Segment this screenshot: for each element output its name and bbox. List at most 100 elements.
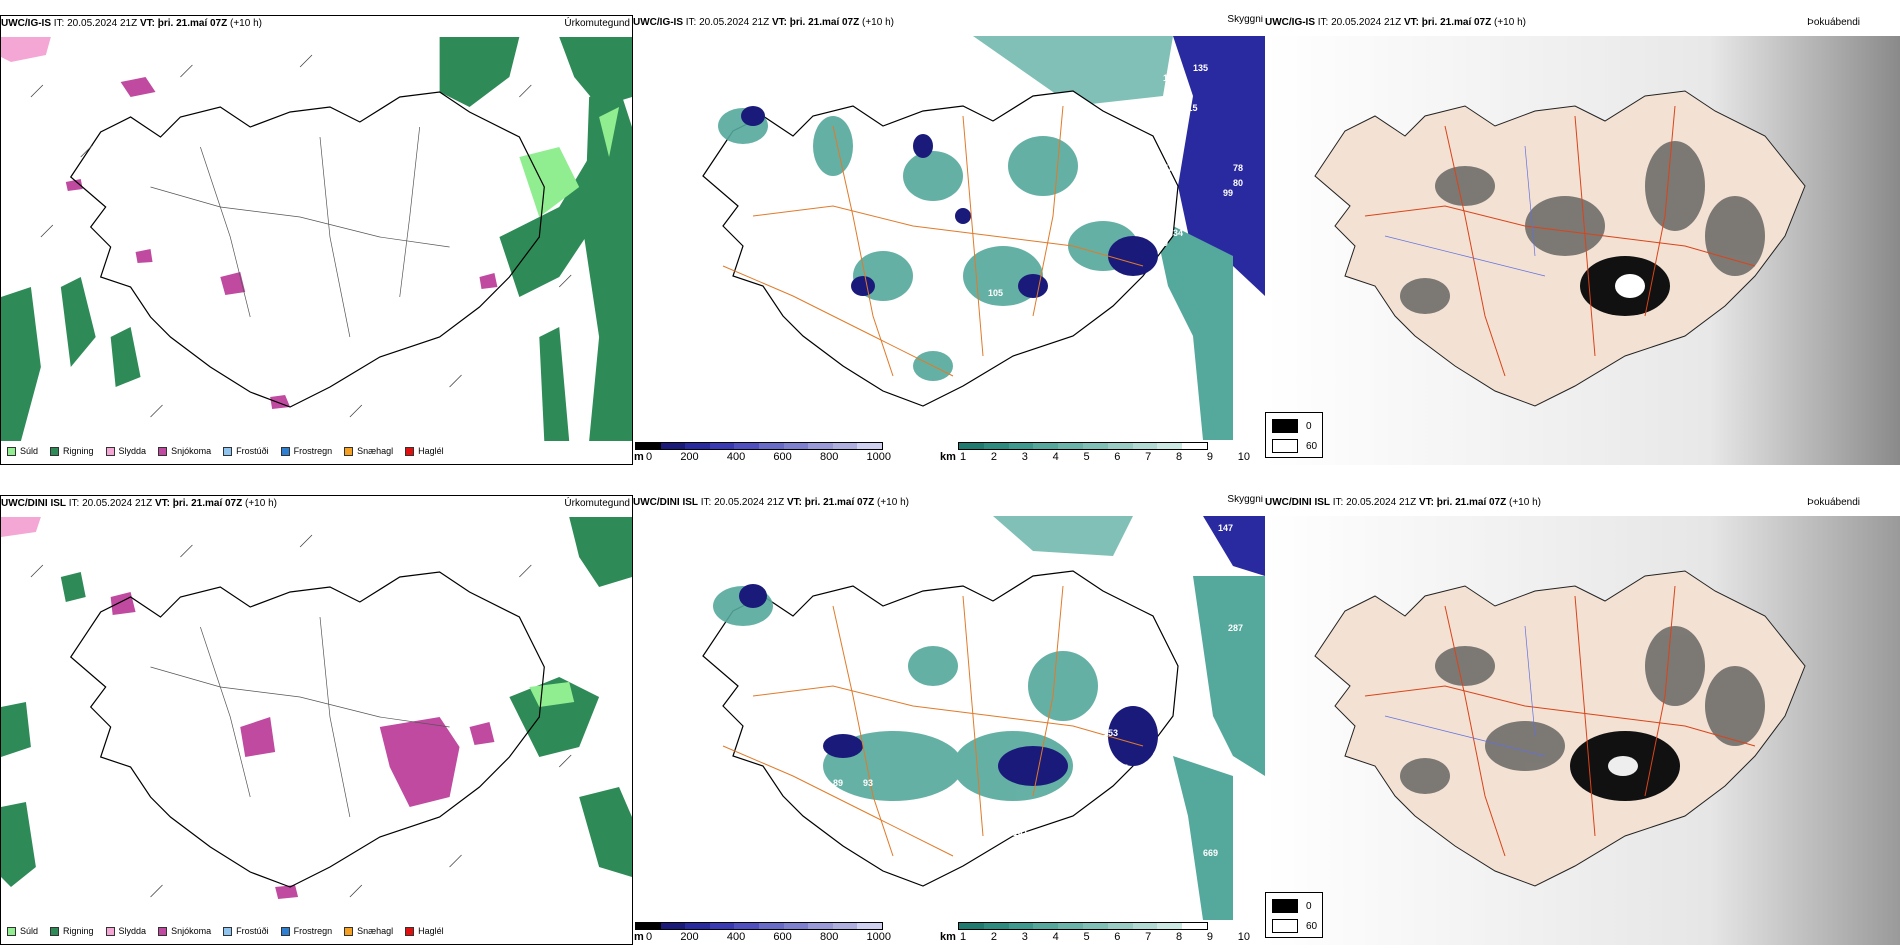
visibility-value-label: 139 (798, 708, 813, 718)
legend-swatch (223, 446, 233, 456)
ceiling-colorbar (635, 442, 883, 450)
visibility-value-label: 287 (1228, 623, 1243, 633)
precip-type-panel-1: UWC/IG-IS IT: 20.05.2024 21Z VT: þri. 21… (0, 15, 633, 465)
visibility-ticks: 1 2 3 4 5 6 7 8 9 10 (960, 451, 1250, 463)
visibility-value-label: 199 (933, 826, 948, 836)
vt-value: þri. 21.maí 07Z (1421, 17, 1492, 28)
it-value: 20.05.2024 21Z (1331, 17, 1402, 28)
it-value: 20.05.2024 21Z (714, 497, 785, 508)
tick: 9 (1206, 931, 1213, 943)
fog-index-panel-2: UWC/DINI ISL IT: 20.05.2024 21Z VT: þri.… (1265, 495, 1900, 945)
ceiling-unit: m (634, 451, 644, 463)
legend-swatch (405, 926, 415, 936)
panel-title: Úrkomutegund (564, 18, 630, 29)
tick: 800 (819, 451, 839, 463)
legend-item-rigning: Rigning (50, 446, 94, 456)
it-label: IT: (700, 497, 712, 508)
visibility-colorbar (958, 442, 1208, 450)
legend-item-sud: Súld (7, 446, 38, 456)
legend-label: Slydda (118, 446, 147, 456)
it-label: IT: (53, 18, 65, 29)
visibility-unit: km (940, 451, 956, 463)
legend-swatch (50, 446, 60, 456)
it-label: IT: (1317, 17, 1329, 28)
tick: 7 (1145, 451, 1152, 463)
visibility-value-label: 113 (933, 903, 948, 913)
tick: 3 (1021, 931, 1028, 943)
vt-value: þri. 21.maí 07Z (804, 497, 875, 508)
legend-item-frostudi: Frostúði (223, 926, 269, 936)
ceiling-ticks: 0 200 400 600 800 1000 (646, 451, 891, 463)
lead-time: (+10 h) (862, 17, 894, 28)
visibility-value-label: 126 (1013, 838, 1028, 848)
visibility-value-label: 147 (1218, 523, 1233, 533)
fog-key-high-label: 60 (1306, 920, 1318, 932)
legend-item-frostregn: Frostregn (280, 446, 332, 456)
vt-value: þri. 21.maí 07Z (157, 18, 228, 29)
visibility-value-label: 61 (1153, 223, 1163, 233)
lead-time: (+10 h) (230, 18, 262, 29)
legend-item-frostudi: Frostúði (223, 446, 269, 456)
tick: 1 (960, 451, 967, 463)
panel-title: Úrkomutegund (564, 498, 630, 509)
panel-header: UWC/IG-IS IT: 20.05.2024 21Z VT: þri. 21… (633, 15, 1265, 30)
legend-item-slydda: Slydda (105, 926, 146, 936)
legend-item-snaehagl: Snæhagl (344, 446, 393, 456)
legend-item-rigning: Rigning (50, 926, 94, 936)
legend-swatch (7, 446, 16, 456)
panel-header: UWC/DINI ISL IT: 20.05.2024 21Z VT: þri.… (633, 495, 1265, 510)
it-label: IT: (68, 498, 80, 509)
ceiling-unit: m (634, 931, 644, 943)
legend-label: Snjókoma (171, 926, 212, 936)
panel-header: UWC/DINI ISL IT: 20.05.2024 21Z VT: þri.… (1, 496, 632, 511)
precip-map (1, 517, 632, 921)
tick: 5 (1083, 931, 1090, 943)
visibility-value-label: 89 (1043, 318, 1053, 328)
legend-label: Rigning (63, 446, 94, 456)
visibility-value-label: 221 (958, 808, 973, 818)
legend-swatch (344, 446, 354, 456)
legend-label: Rigning (63, 926, 94, 936)
tick: 200 (680, 451, 699, 463)
fog-key-high-label: 60 (1306, 440, 1318, 452)
visibility-unit: km (940, 931, 956, 943)
fog-key-1: 0 60 (1265, 412, 1323, 458)
tick: 6 (1114, 931, 1121, 943)
model-name: UWC/IG-IS (1, 18, 51, 29)
fog-key-low-label: 0 (1306, 420, 1312, 432)
model-name: UWC/IG-IS (1265, 17, 1315, 28)
visibility-value-label: 191 (1163, 73, 1178, 83)
it-value: 20.05.2024 21Z (699, 17, 770, 28)
legend-item-sud: Súld (7, 926, 38, 936)
visibility-value-label: 89 (833, 778, 843, 788)
model-name: UWC/DINI ISL (1, 498, 66, 509)
tick: 800 (819, 931, 839, 943)
it-label: IT: (685, 17, 697, 28)
vt-label: VT: (139, 18, 155, 29)
visibility-value-label: 40 (1133, 818, 1143, 828)
visibility-value-label: 40 (1158, 238, 1168, 248)
visibility-value-label: 95 (968, 168, 978, 178)
visibility-value-label: 93 (863, 778, 873, 788)
visibility-panel-2: UWC/DINI ISL IT: 20.05.2024 21Z VT: þri.… (633, 495, 1265, 945)
legend-swatch (280, 446, 290, 456)
visibility-value-label: 141 (1013, 828, 1028, 838)
panel-title: Þokuábendi (1807, 17, 1860, 28)
legend-label: Haglél (418, 926, 444, 936)
visibility-value-label: 135 (1193, 63, 1208, 73)
it-label: IT: (1332, 497, 1344, 508)
it-value: 20.05.2024 21Z (82, 498, 153, 509)
visibility-value-label: 669 (1203, 848, 1218, 858)
vt-value: þri. 21.maí 07Z (1436, 497, 1507, 508)
visibility-value-label: 120 (803, 678, 818, 688)
visibility-value-label: 43 (1063, 843, 1073, 853)
visibility-value-label: 34 (1173, 228, 1183, 238)
visibility-value-label: 80 (1233, 178, 1243, 188)
panel-title: Skyggni (1227, 495, 1263, 505)
visibility-value-label: 25 (1113, 798, 1123, 808)
model-name: UWC/DINI ISL (633, 497, 698, 508)
tick: 8 (1176, 451, 1183, 463)
tick: 7 (1145, 931, 1152, 943)
lead-time: (+10 h) (245, 498, 277, 509)
ceiling-colorbar (635, 922, 883, 930)
